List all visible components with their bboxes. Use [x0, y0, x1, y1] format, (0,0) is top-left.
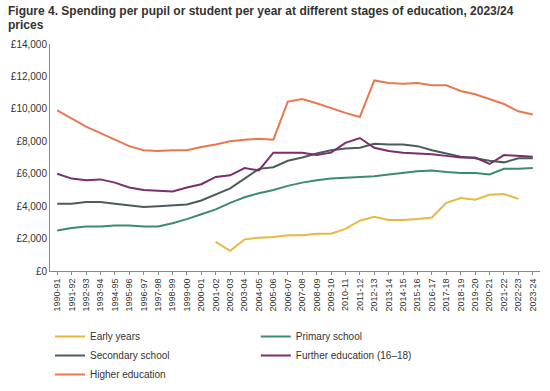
- svg-text:1991-92: 1991-92: [67, 279, 77, 312]
- svg-text:2008-09: 2008-09: [312, 279, 322, 312]
- svg-text:2023-24: 2023-24: [528, 279, 538, 312]
- svg-text:2003-04: 2003-04: [239, 279, 249, 312]
- svg-text:1998-99: 1998-99: [167, 279, 177, 312]
- svg-text:2022-23: 2022-23: [513, 279, 523, 312]
- svg-text:2009-10: 2009-10: [326, 279, 336, 312]
- svg-text:2016-17: 2016-17: [427, 279, 437, 312]
- svg-text:2021-22: 2021-22: [499, 279, 509, 312]
- svg-text:2011-12: 2011-12: [355, 279, 365, 311]
- svg-text:2010-11: 2010-11: [340, 279, 350, 311]
- svg-text:Primary school: Primary school: [296, 331, 362, 342]
- svg-text:1992-93: 1992-93: [81, 279, 91, 312]
- svg-text:£12,000: £12,000: [11, 71, 48, 82]
- svg-text:2006-07: 2006-07: [283, 279, 293, 312]
- svg-text:1999-00: 1999-00: [182, 279, 192, 312]
- svg-text:£4,000: £4,000: [16, 201, 47, 212]
- svg-text:£8,000: £8,000: [16, 136, 47, 147]
- svg-text:1997-98: 1997-98: [153, 279, 163, 312]
- svg-text:2020-21: 2020-21: [484, 279, 494, 312]
- svg-text:£14,000: £14,000: [11, 39, 48, 50]
- svg-text:£6,000: £6,000: [16, 168, 47, 179]
- svg-text:1990-91: 1990-91: [52, 279, 62, 312]
- svg-text:2005-06: 2005-06: [268, 279, 278, 312]
- svg-text:2012-13: 2012-13: [369, 279, 379, 312]
- svg-text:1995-96: 1995-96: [124, 279, 134, 312]
- svg-text:2018-19: 2018-19: [456, 279, 466, 312]
- svg-text:2019-20: 2019-20: [470, 279, 480, 312]
- svg-text:2007-08: 2007-08: [297, 279, 307, 312]
- svg-text:£0: £0: [36, 266, 48, 277]
- svg-text:2002-03: 2002-03: [225, 279, 235, 312]
- svg-text:1996-97: 1996-97: [139, 279, 149, 312]
- svg-text:1993-94: 1993-94: [95, 279, 105, 312]
- svg-text:2015-16: 2015-16: [412, 279, 422, 312]
- svg-text:Early years: Early years: [90, 331, 140, 342]
- svg-text:£10,000: £10,000: [11, 103, 48, 114]
- svg-text:£2,000: £2,000: [16, 233, 47, 244]
- html-text:Figure 4. Spending per pupil o: Figure 4. Spending per pupil or student …: [8, 4, 514, 32]
- svg-text:2004-05: 2004-05: [254, 279, 264, 312]
- svg-text:1994-95: 1994-95: [110, 279, 120, 312]
- svg-text:Secondary school: Secondary school: [90, 350, 170, 361]
- svg-text:2014-15: 2014-15: [398, 279, 408, 312]
- svg-text:2013-14: 2013-14: [384, 279, 394, 312]
- svg-text:Further education (16–18): Further education (16–18): [296, 350, 412, 361]
- svg-text:Higher education: Higher education: [90, 369, 166, 380]
- svg-text:2000-01: 2000-01: [196, 279, 206, 312]
- svg-text:2001-02: 2001-02: [211, 279, 221, 312]
- svg-text:2017-18: 2017-18: [441, 279, 451, 312]
